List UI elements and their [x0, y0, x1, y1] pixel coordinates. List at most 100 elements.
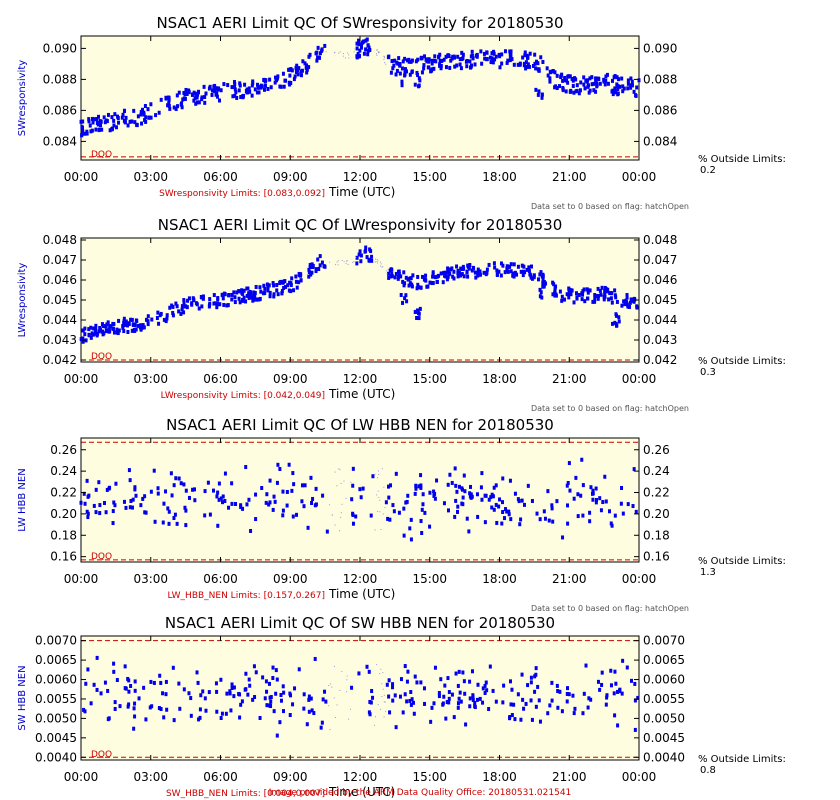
data-point — [402, 506, 406, 511]
data-point — [393, 275, 397, 280]
data-point — [469, 492, 473, 497]
data-point — [428, 490, 432, 495]
data-point — [101, 323, 105, 328]
data-point — [306, 525, 310, 530]
data-point — [409, 517, 413, 522]
data-point — [187, 691, 191, 696]
data-point-faint — [380, 668, 382, 670]
data-point — [113, 503, 117, 508]
data-point — [127, 321, 131, 326]
data-point-faint — [383, 57, 385, 59]
data-point — [469, 65, 473, 70]
data-point-faint — [339, 51, 341, 53]
data-point — [630, 298, 634, 303]
data-point — [440, 58, 444, 63]
data-point — [441, 280, 445, 285]
x-tick-label: 09:00 — [273, 372, 308, 386]
data-point — [510, 687, 514, 692]
data-point — [432, 493, 436, 498]
data-point — [541, 277, 545, 282]
data-point — [431, 270, 435, 275]
data-point — [412, 711, 416, 716]
data-point — [107, 327, 111, 332]
data-point — [384, 500, 388, 505]
data-point — [244, 671, 248, 676]
data-point — [115, 678, 119, 683]
data-point-faint — [330, 683, 332, 685]
data-point — [207, 303, 211, 308]
data-point — [479, 49, 483, 54]
data-point — [395, 68, 399, 73]
x-tick-label: 21:00 — [552, 170, 587, 184]
data-point — [252, 290, 256, 295]
data-point — [481, 686, 485, 691]
data-point — [169, 471, 173, 476]
data-point — [291, 471, 295, 476]
data-point — [180, 307, 184, 312]
data-point — [587, 696, 591, 701]
data-point — [416, 274, 420, 279]
y-tick-label-right: 0.0040 — [643, 750, 685, 764]
data-point — [368, 699, 372, 704]
data-point — [485, 267, 489, 272]
data-point — [117, 328, 121, 333]
data-point — [355, 55, 359, 60]
data-point — [111, 326, 115, 331]
data-point — [386, 516, 390, 521]
data-point — [625, 300, 629, 305]
data-point — [121, 112, 125, 117]
data-point — [622, 299, 626, 304]
data-point — [106, 688, 110, 693]
data-point — [208, 512, 212, 517]
data-point — [539, 290, 543, 295]
data-point — [108, 128, 112, 133]
data-point — [545, 66, 549, 71]
data-point — [425, 284, 429, 289]
data-point-faint — [386, 270, 388, 272]
data-point — [396, 276, 400, 281]
data-point — [561, 535, 565, 540]
data-point — [411, 273, 415, 278]
data-point — [608, 509, 612, 514]
data-point — [558, 689, 562, 694]
data-point — [195, 92, 199, 97]
data-point-faint — [337, 264, 339, 266]
data-point — [279, 692, 283, 697]
data-point — [232, 290, 236, 295]
data-point — [83, 326, 87, 331]
data-point — [628, 300, 632, 305]
data-point-faint — [374, 473, 376, 475]
data-point — [232, 79, 236, 84]
data-point — [522, 706, 526, 711]
data-point — [490, 56, 494, 61]
data-point — [629, 85, 633, 90]
y-tick-label: 0.16 — [50, 550, 77, 564]
data-point — [203, 696, 207, 701]
data-point-faint — [348, 54, 350, 56]
data-point — [126, 323, 130, 328]
data-point — [494, 54, 498, 59]
data-point-faint — [346, 675, 348, 677]
data-point — [86, 515, 90, 520]
data-point — [467, 529, 471, 534]
data-point — [437, 691, 441, 696]
data-point — [611, 92, 615, 97]
data-point — [197, 100, 201, 105]
x-tick-label: 21:00 — [552, 770, 587, 784]
data-point — [530, 498, 534, 503]
data-point — [616, 84, 620, 89]
data-point — [321, 493, 325, 498]
x-tick-label: 06:00 — [203, 572, 238, 586]
data-point — [610, 321, 614, 326]
data-point — [537, 89, 541, 94]
data-point — [307, 697, 311, 702]
data-point — [399, 677, 403, 682]
data-point — [524, 701, 528, 706]
data-point — [435, 478, 439, 483]
data-point — [183, 92, 187, 97]
data-point — [370, 254, 374, 259]
data-point — [152, 468, 156, 473]
data-point — [239, 702, 243, 707]
data-point — [575, 295, 579, 300]
data-point — [172, 516, 176, 521]
